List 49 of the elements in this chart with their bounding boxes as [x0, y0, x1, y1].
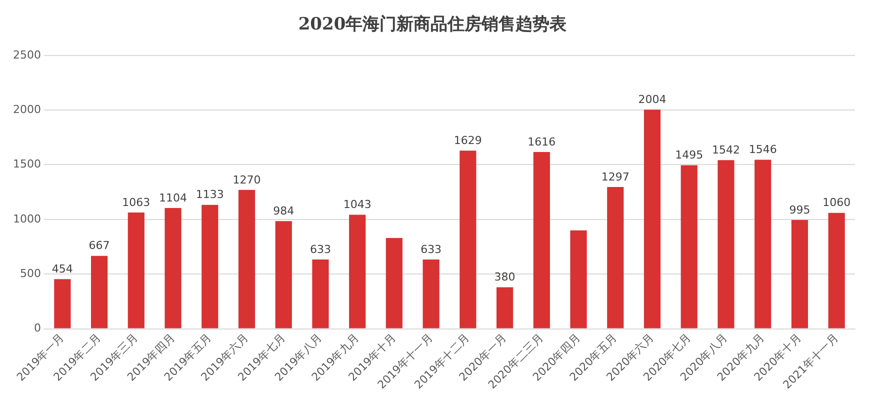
data-label: 1063	[122, 196, 150, 209]
bar	[202, 204, 218, 328]
bar	[533, 152, 550, 328]
bar	[54, 279, 71, 328]
data-label: 1104	[159, 191, 188, 204]
y-tick-label: 1000	[12, 212, 41, 226]
data-label: 454	[52, 262, 73, 276]
data-label: 995	[789, 203, 810, 216]
data-label: 1542	[712, 144, 740, 157]
data-label: 633	[310, 242, 331, 256]
bar	[386, 238, 402, 328]
data-label: 1297	[601, 170, 630, 184]
bar	[460, 150, 476, 328]
bar	[718, 160, 734, 328]
bar	[754, 160, 772, 328]
data-label: 667	[88, 239, 110, 252]
y-tick-label: 2000	[12, 102, 41, 116]
bar	[238, 190, 256, 328]
y-tick-label: 2500	[12, 48, 41, 62]
data-label: 1133	[196, 188, 224, 202]
data-label: 1629	[454, 134, 482, 147]
bar	[275, 221, 292, 328]
y-tick-label: 0	[34, 322, 41, 335]
y-tick-label: 500	[20, 266, 41, 280]
data-label: 1546	[748, 143, 777, 156]
bar	[570, 230, 587, 328]
data-label: 1060	[822, 196, 851, 210]
data-label: 2004	[638, 92, 666, 106]
data-label: 633	[420, 242, 442, 256]
bar	[607, 186, 624, 328]
data-label: 1043	[343, 198, 372, 212]
chart-title: 2020年海门新商品住房销售趋势表	[298, 14, 568, 35]
bar	[828, 212, 845, 328]
y-tick-label: 1500	[12, 158, 41, 171]
data-label: 1616	[528, 135, 556, 148]
bar	[680, 165, 698, 328]
bar	[791, 220, 808, 328]
bar	[422, 260, 440, 328]
bar	[312, 260, 329, 328]
bar	[496, 287, 514, 328]
data-label: 1270	[232, 173, 261, 186]
bar	[164, 208, 182, 328]
bar	[128, 212, 144, 328]
data-label: 1495	[675, 148, 704, 162]
data-label: 984	[273, 204, 294, 218]
bar	[90, 256, 108, 328]
bar	[644, 110, 661, 328]
bar	[349, 214, 366, 328]
data-label: 380	[494, 270, 516, 284]
